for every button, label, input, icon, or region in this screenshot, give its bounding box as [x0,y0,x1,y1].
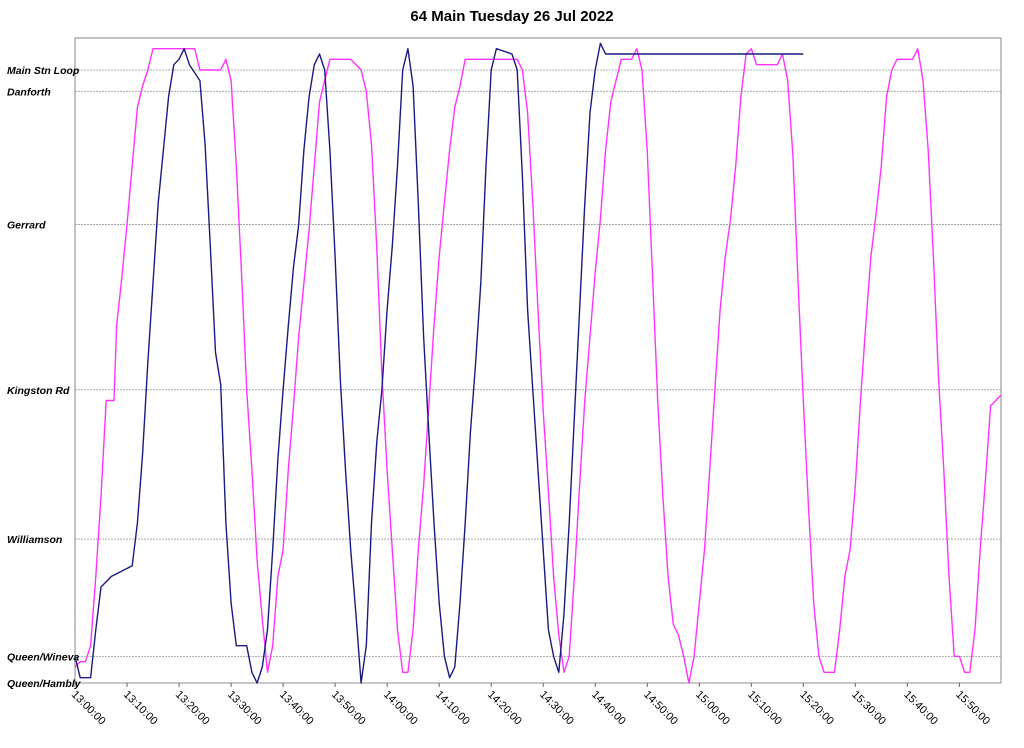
series-2-line [74,42,804,684]
stop-label: Main Stn Loop [7,65,80,77]
x-tick-label: 15:40:00 [901,689,940,728]
x-tick-label: 15:30:00 [849,689,888,728]
stop-label: Queen/Wineva [7,651,79,663]
series-layer [74,42,1002,684]
x-tick-label: 14:00:00 [381,689,420,728]
stop-label: Queen/Hambly [7,678,82,690]
x-tick-label: 14:40:00 [589,689,628,728]
x-tick-label: 13:00:00 [69,689,108,728]
series-1-line [74,48,1002,684]
chart-title: 64 Main Tuesday 26 Jul 2022 [410,8,614,25]
x-tick-label: 14:30:00 [537,689,576,728]
x-tick-label: 14:50:00 [641,689,680,728]
stop-label: Gerrard [7,220,46,232]
y-axis-stop-labels: Main Stn Loop Danforth Gerrard Kingston Rd W… [7,65,82,690]
x-tick-label: 13:50:00 [329,689,368,728]
x-tick-label: 13:10:00 [121,689,160,728]
x-tick-label: 14:10:00 [433,689,472,728]
x-tick-label: 15:00:00 [693,689,732,728]
plot-area [74,37,1002,684]
grid-lines [75,69,1001,684]
stop-label: Danforth [7,86,51,98]
stop-label: Kingston Rd [7,385,70,397]
x-tick-label: 13:20:00 [173,689,212,728]
x-tick-label: 13:40:00 [277,689,316,728]
x-tick-label: 14:20:00 [485,689,524,728]
x-tick-label: 15:20:00 [797,689,836,728]
x-tick-label: 15:50:00 [953,689,992,728]
stop-label: Williamson [7,534,62,546]
x-tick-label: 15:10:00 [745,689,784,728]
x-axis-tick-labels: 13:00:00 13:10:00 13:20:00 13:30:00 13:40:00… [69,683,992,727]
x-tick-label: 13:30:00 [225,689,264,728]
